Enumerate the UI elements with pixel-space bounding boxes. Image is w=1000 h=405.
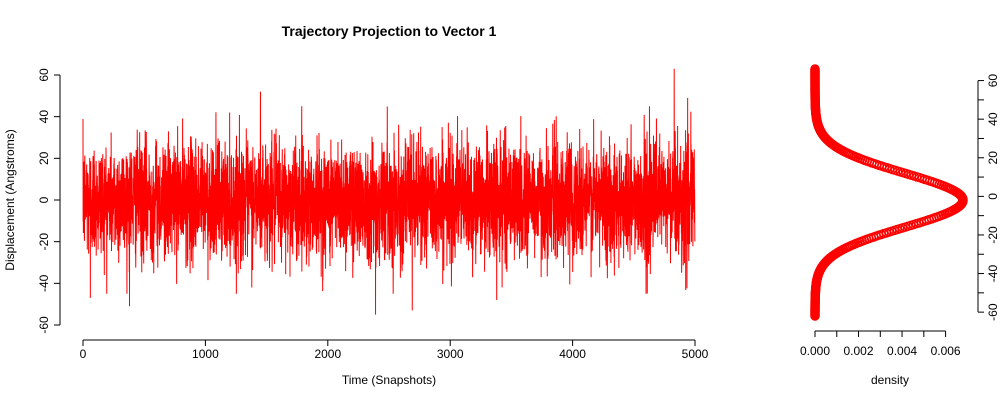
density-y-tick-label: 20 bbox=[986, 151, 1000, 165]
density-x-tick-label: 0.006 bbox=[931, 344, 961, 358]
density-y-tick-label: 60 bbox=[986, 74, 1000, 88]
x-tick-label: 5000 bbox=[682, 347, 709, 361]
density-point bbox=[810, 64, 820, 74]
y-axis-label: Displacement (Angstroms) bbox=[3, 129, 17, 270]
density-y-tick-label: -20 bbox=[986, 226, 1000, 244]
x-tick-label: 1000 bbox=[192, 347, 219, 361]
y-tick-label: 20 bbox=[37, 151, 51, 165]
density-y-tick-label: -60 bbox=[986, 303, 1000, 321]
y-tick-label: -20 bbox=[37, 233, 51, 251]
density-x-tick-label: 0.002 bbox=[844, 344, 874, 358]
main-panel: 0 1000 2000 3000 4000 5000 -60 -40 -20 0 20 40 60 bbox=[37, 68, 709, 361]
x-axis-label: Time (Snapshots) bbox=[342, 373, 436, 387]
density-panel: 0.000 0.002 0.004 0.006 -60 -40 -20 0 20 40 60 bbox=[800, 64, 1000, 358]
y-tick-label: -40 bbox=[37, 274, 51, 292]
density-y-tick-label: 0 bbox=[986, 193, 1000, 200]
x-tick-label: 0 bbox=[80, 347, 87, 361]
y-tick-label: -60 bbox=[37, 316, 51, 334]
density-x-tick-label: 0.000 bbox=[800, 344, 830, 358]
x-tick-label: 4000 bbox=[559, 347, 586, 361]
series-line bbox=[82, 68, 696, 315]
chart-title: Trajectory Projection to Vector 1 bbox=[282, 23, 497, 39]
density-x-tick-label: 0.004 bbox=[887, 344, 917, 358]
y-tick-label: 60 bbox=[37, 68, 51, 82]
y-tick-label: 40 bbox=[37, 110, 51, 124]
density-y-tick-label: -40 bbox=[986, 265, 1000, 283]
y-tick-label: 0 bbox=[37, 196, 51, 203]
density-y-tick-label: 40 bbox=[986, 112, 1000, 126]
density-x-axis-label: density bbox=[871, 373, 909, 387]
x-tick-label: 2000 bbox=[314, 347, 341, 361]
x-tick-label: 3000 bbox=[437, 347, 464, 361]
